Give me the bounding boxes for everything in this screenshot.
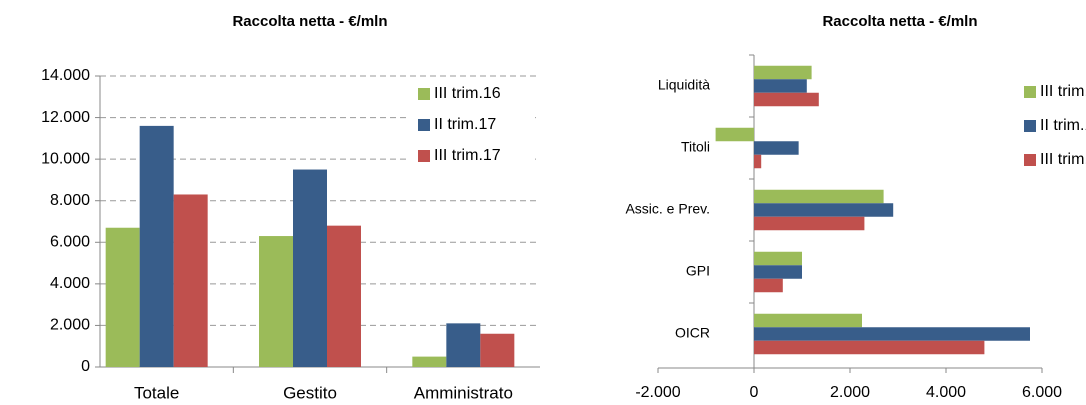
bar <box>754 189 884 204</box>
x-tick-label: 2.000 <box>830 384 870 401</box>
legend-label: II trim.17 <box>434 116 496 133</box>
bar <box>105 227 140 367</box>
y-tick-label: 12.000 <box>41 109 90 126</box>
x-tick-label: Amministrato <box>414 383 513 402</box>
bar <box>715 127 754 142</box>
legend-swatch <box>1024 120 1036 132</box>
legend-swatch <box>1024 86 1036 98</box>
x-tick-label: 0 <box>750 384 759 401</box>
y-tick-label: 6.000 <box>50 234 90 251</box>
y-tick-label: Assic. e Prev. <box>625 201 710 217</box>
y-tick-label: Titoli <box>681 139 710 155</box>
bar <box>412 356 447 367</box>
bar <box>480 333 515 367</box>
bar <box>754 79 807 93</box>
legend-bg <box>410 80 535 176</box>
x-tick-label: Gestito <box>283 383 337 402</box>
bar <box>293 169 327 367</box>
y-tick-label: 4.000 <box>50 275 90 292</box>
bar <box>754 216 865 231</box>
y-tick-label: 14.000 <box>41 67 90 84</box>
chart-title: Raccolta netta - €/mln <box>232 13 387 30</box>
bar <box>259 236 293 367</box>
bar <box>446 323 481 367</box>
y-tick-label: 10.000 <box>41 150 90 167</box>
legend-swatch <box>418 119 430 131</box>
bar <box>754 313 862 328</box>
bar <box>754 141 799 155</box>
y-tick-label: Liquidità <box>658 77 710 93</box>
legend-swatch <box>418 88 430 100</box>
bar <box>754 340 985 355</box>
bar <box>139 125 174 367</box>
bar <box>754 92 819 107</box>
x-tick-label: Totale <box>134 383 179 402</box>
bar <box>754 327 1030 341</box>
legend-label: III trim.17 <box>1040 151 1086 168</box>
legend-label: III trim.17 <box>434 147 501 164</box>
bar <box>754 265 802 279</box>
y-tick-label: OICR <box>675 325 710 341</box>
legend-label: II trim.17 <box>1040 117 1086 134</box>
bar <box>754 251 802 266</box>
bar <box>754 65 812 80</box>
bar <box>754 203 894 217</box>
y-tick-label: 2.000 <box>50 317 90 334</box>
bar <box>754 154 762 169</box>
x-tick-label: 4.000 <box>926 384 966 401</box>
legend-swatch <box>1024 154 1036 166</box>
legend-label: III trim.16 <box>434 85 501 102</box>
bar <box>327 225 361 367</box>
y-tick-label: 0 <box>81 358 90 375</box>
x-tick-label: -2.000 <box>635 384 680 401</box>
x-tick-label: 6.000 <box>1022 384 1062 401</box>
bar <box>173 194 208 367</box>
y-tick-label: 8.000 <box>50 192 90 209</box>
legend-swatch <box>418 150 430 162</box>
legend-label: III trim.16 <box>1040 83 1086 100</box>
y-tick-label: GPI <box>686 263 710 279</box>
bar <box>754 278 783 293</box>
chart-title: Raccolta netta - €/mln <box>822 13 977 30</box>
